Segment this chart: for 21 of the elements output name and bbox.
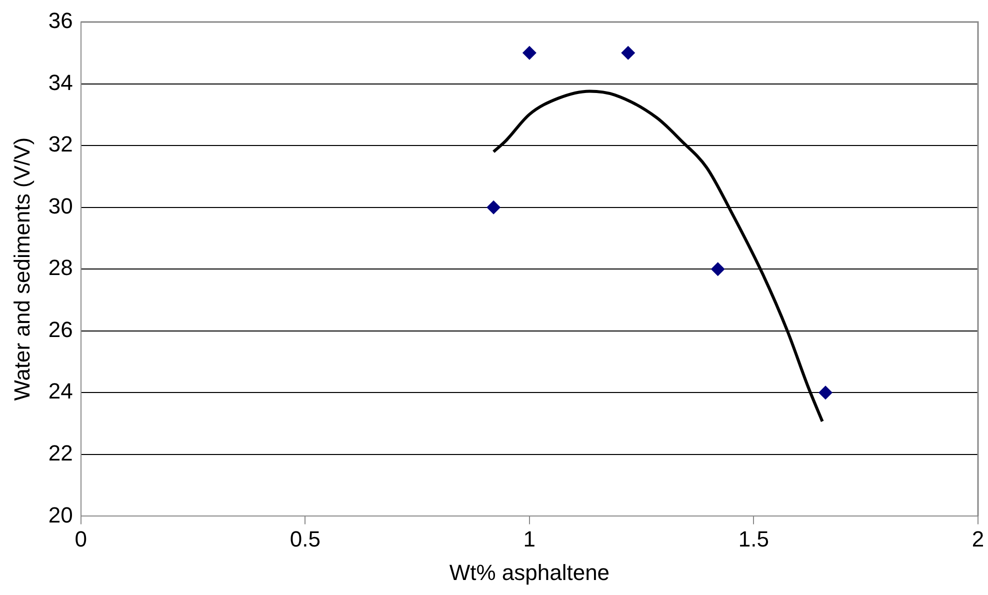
point bbox=[621, 46, 636, 60]
y-tick-label: 26 bbox=[48, 316, 73, 342]
y-axis-title: Water and sediments (V/V) bbox=[9, 137, 34, 401]
x-tick-label: 2 bbox=[972, 526, 984, 552]
point bbox=[522, 46, 536, 60]
y-tick-label: 28 bbox=[48, 255, 73, 280]
point bbox=[486, 200, 501, 214]
x-tick-label: 0.5 bbox=[290, 526, 320, 552]
x-tick-label: 0 bbox=[74, 526, 87, 552]
point bbox=[710, 262, 725, 276]
point bbox=[818, 386, 832, 400]
x-axis-title: Wt% asphaltene bbox=[449, 560, 610, 585]
y-tick-label: 36 bbox=[48, 8, 73, 34]
x-tick-label: 1.5 bbox=[738, 526, 770, 552]
y-tick-label: 34 bbox=[48, 70, 73, 95]
y-tick-label: 20 bbox=[48, 502, 73, 528]
y-tick-label: 24 bbox=[48, 378, 73, 404]
x-tick-label: 1 bbox=[523, 526, 536, 552]
y-tick-label: 22 bbox=[48, 440, 73, 466]
y-tick-label: 32 bbox=[48, 132, 73, 157]
y-tick-label: 30 bbox=[48, 193, 73, 218]
